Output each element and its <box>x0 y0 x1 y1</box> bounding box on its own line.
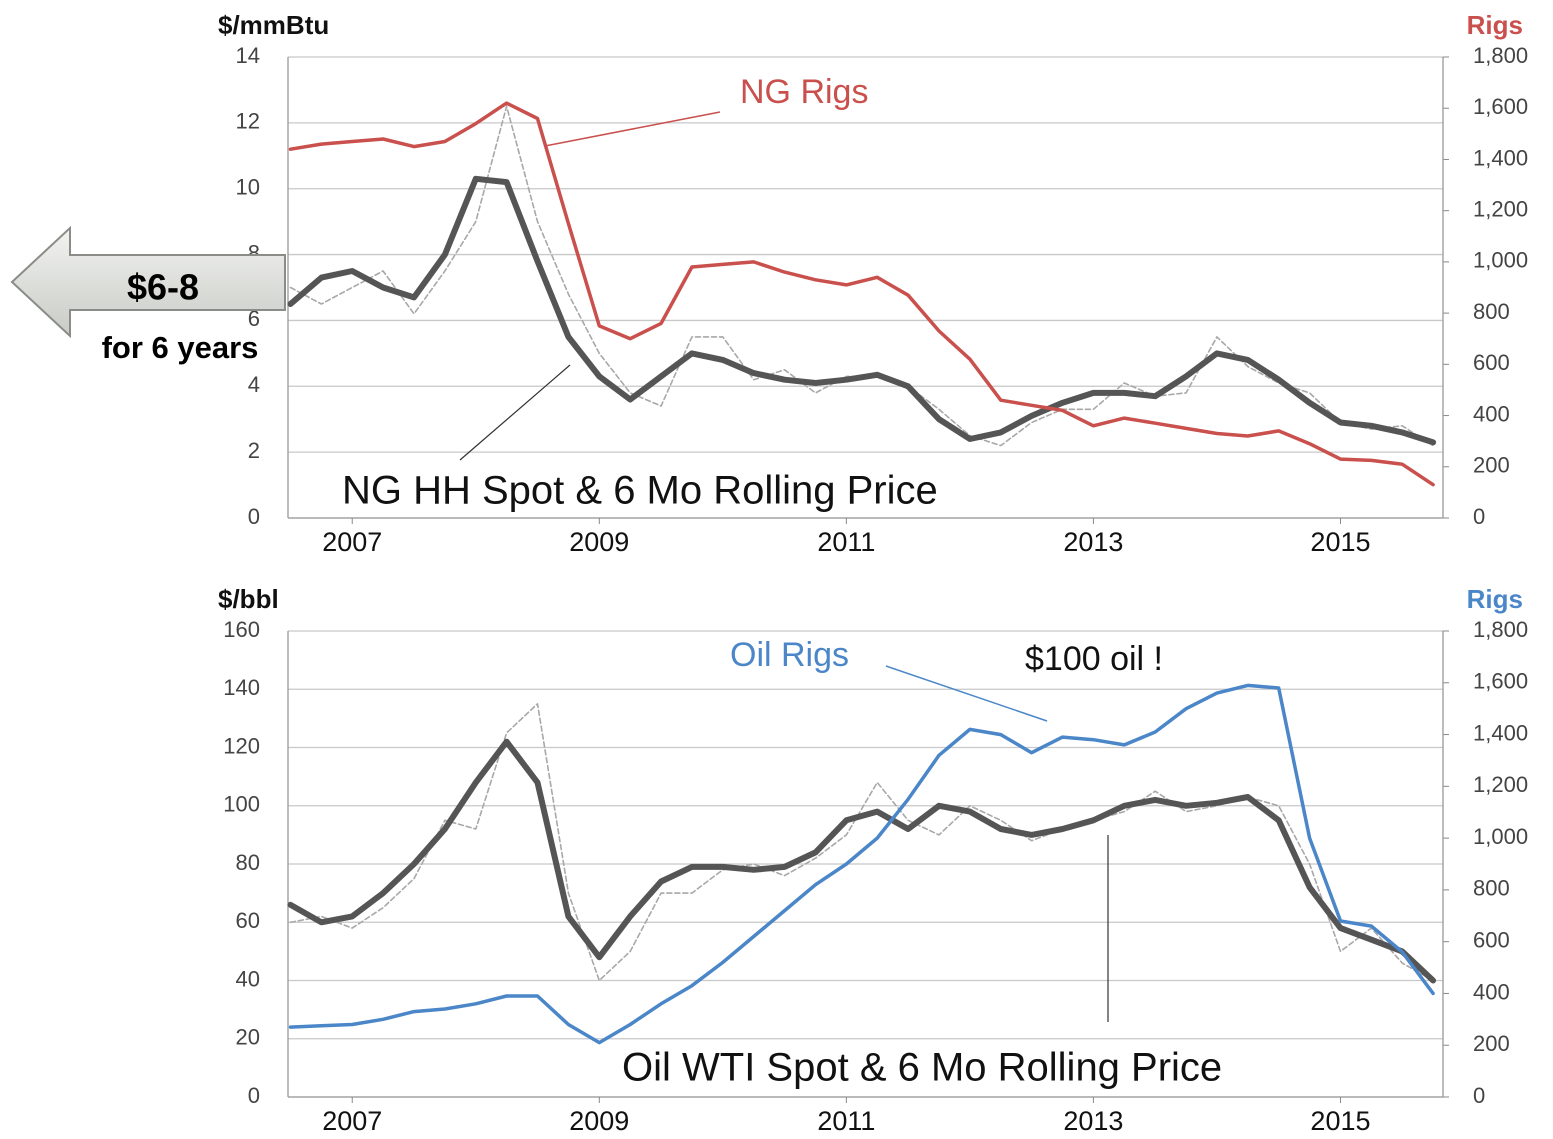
y-tick-label: 2 <box>248 438 260 463</box>
y-axis-title: $/bbl <box>218 584 279 614</box>
y2-tick-label: 1,600 <box>1473 94 1528 119</box>
arrow <box>10 225 286 339</box>
x-tick-label: 2011 <box>817 1106 875 1136</box>
series-line <box>287 175 1437 446</box>
y-tick-label: 14 <box>236 43 260 68</box>
y2-tick-label: 1,200 <box>1473 196 1528 221</box>
series-line <box>288 101 1435 487</box>
x-tick-label: 2007 <box>322 527 382 557</box>
series-line <box>287 738 1437 984</box>
y-tick-label: 140 <box>223 675 260 700</box>
annotation: $100 oil ! <box>1025 640 1163 678</box>
y2-tick-label: 600 <box>1473 350 1510 375</box>
y2-tick-label: 200 <box>1473 453 1510 478</box>
y2-tick-label: 1,600 <box>1473 669 1528 694</box>
y-tick-label: 40 <box>236 966 260 991</box>
y2-tick-label: 1,000 <box>1473 248 1528 273</box>
y-tick-label: 20 <box>236 1025 260 1050</box>
x-tick-label: 2015 <box>1310 1106 1370 1136</box>
y-tick-label: 120 <box>223 733 260 758</box>
y2-tick-label: 0 <box>1473 504 1485 529</box>
y2-tick-label: 400 <box>1473 979 1510 1004</box>
y2-tick-label: 400 <box>1473 401 1510 426</box>
series-label: NG Rigs <box>740 73 868 111</box>
chart-title: Oil WTI Spot & 6 Mo Rolling Price <box>622 1046 1222 1090</box>
series-label: Oil Rigs <box>730 636 849 674</box>
x-tick-label: 2013 <box>1063 527 1123 557</box>
y-tick-label: 100 <box>223 792 260 817</box>
y-axis-title: $/mmBtu <box>218 10 329 40</box>
y2-tick-label: 800 <box>1473 299 1510 324</box>
y2-tick-label: 1,800 <box>1473 43 1528 68</box>
x-tick-label: 2011 <box>817 527 875 557</box>
y-tick-label: 60 <box>236 908 260 933</box>
y-tick-label: 0 <box>248 1083 260 1108</box>
y2-axis-title: Rigs <box>1467 10 1523 40</box>
series-line <box>288 683 1435 1045</box>
leader-line <box>459 364 571 461</box>
plots: 0246810121402004006008001,0001,2001,4001… <box>218 10 1528 1136</box>
annotation: for 6 years <box>102 330 259 365</box>
chart-title: NG HH Spot & 6 Mo Rolling Price <box>342 469 938 513</box>
leader-line <box>544 111 721 147</box>
y2-tick-label: 1,400 <box>1473 720 1528 745</box>
y2-tick-label: 200 <box>1473 1031 1510 1056</box>
x-tick-label: 2009 <box>569 1106 629 1136</box>
x-tick-label: 2009 <box>569 527 629 557</box>
leader-line <box>885 665 1048 722</box>
y2-axis-title: Rigs <box>1467 584 1523 614</box>
series-line <box>289 105 1434 447</box>
y2-tick-label: 0 <box>1473 1083 1485 1108</box>
y2-tick-label: 800 <box>1473 876 1510 901</box>
series-line <box>289 703 1434 982</box>
y-tick-label: 0 <box>248 504 260 529</box>
y-tick-label: 4 <box>248 372 260 397</box>
y-tick-label: 6 <box>248 306 260 331</box>
y-tick-label: 160 <box>223 617 260 642</box>
x-tick-label: 2015 <box>1310 527 1370 557</box>
y2-tick-label: 1,200 <box>1473 772 1528 797</box>
x-tick-label: 2013 <box>1063 1106 1123 1136</box>
y-tick-label: 10 <box>236 175 260 200</box>
y-tick-label: 80 <box>236 850 260 875</box>
y2-tick-label: 1,400 <box>1473 145 1528 170</box>
x-tick-label: 2007 <box>322 1106 382 1136</box>
y2-tick-label: 600 <box>1473 927 1510 952</box>
annotation: $6-8 <box>127 267 199 308</box>
y-tick-label: 12 <box>236 109 260 134</box>
y2-tick-label: 1,800 <box>1473 617 1528 642</box>
y2-tick-label: 1,000 <box>1473 824 1528 849</box>
